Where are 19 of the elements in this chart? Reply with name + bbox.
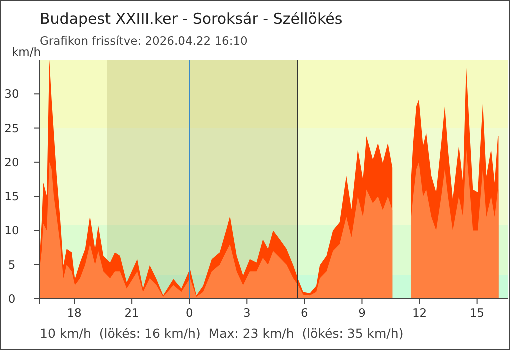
x-tick-label: 21 <box>124 306 140 320</box>
x-tick-label: 15 <box>470 306 485 320</box>
chart-subtitle: Grafikon frissítve: 2026.04.22 16:10 <box>40 34 248 48</box>
y-tick-label: 20 <box>4 155 20 170</box>
y-tick-label: 25 <box>4 121 20 136</box>
x-tick-label: 9 <box>358 306 366 320</box>
y-tick-label: 15 <box>4 190 20 204</box>
y-axis-title: km/h <box>12 45 42 59</box>
y-tick-label: 10 <box>4 224 20 238</box>
x-tick-label: 6 <box>301 306 308 320</box>
y-tick-label: 5 <box>8 258 16 272</box>
chart-title: Budapest XXIII.ker - Soroksár - Széllökés <box>40 10 343 28</box>
x-tick-label: 0 <box>186 306 194 320</box>
y-tick-label: 30 <box>4 87 20 102</box>
text: 10 km/h (lökés: 16 km/h) Max: 23 km/h (lökés: 35 km/h) <box>40 326 404 341</box>
x-tick-label: 12 <box>412 306 428 320</box>
y-tick-label: 0 <box>8 292 16 306</box>
x-tick-label: 18 <box>67 306 82 320</box>
x-tick-label: 3 <box>243 306 251 320</box>
